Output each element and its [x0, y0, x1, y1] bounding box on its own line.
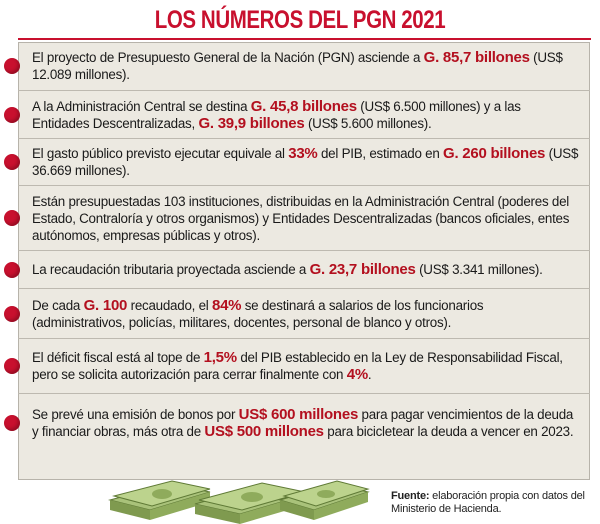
highlight-figure: US$ 600 millones — [238, 406, 359, 423]
fact-text: A la Administración Central se destina G… — [32, 98, 580, 132]
fact-text-run: del PIB establecido en la Ley de Respons… — [32, 350, 563, 382]
fact-text: El gasto público previsto ejecutar equiv… — [32, 145, 580, 179]
fact-text: La recaudación tributaria proyectada asc… — [32, 261, 543, 278]
fact-text-run: Están presupuestadas 103 instituciones, … — [32, 193, 570, 243]
highlight-figure: G. 39,9 billones — [198, 114, 305, 132]
fact-item: A la Administración Central se destina G… — [4, 91, 590, 139]
fact-text-run: (US$ 3.341 millones). — [415, 262, 543, 277]
highlight-figure: US$ 500 millones — [204, 423, 324, 440]
highlight-figure: 84% — [211, 296, 242, 314]
fact-text-run: La recaudación tributaria proyectada asc… — [32, 262, 310, 277]
highlight-figure: G. 100 — [83, 296, 128, 314]
fact-item: El proyecto de Presupuesto General de la… — [4, 42, 590, 91]
source-label: Fuente: — [391, 490, 430, 502]
fact-text-run: Se prevé una emisión de bonos por — [32, 407, 239, 422]
fact-item: Se prevé una emisión de bonos por US$ 60… — [4, 394, 590, 452]
facts-panel — [18, 42, 590, 480]
fact-text-run: para bicicletear la deuda a vencer en 20… — [323, 424, 574, 439]
fact-text-run: . — [367, 367, 372, 382]
highlight-figure: 1,5% — [203, 349, 237, 366]
bullet-icon — [4, 154, 20, 170]
bullet-icon — [4, 415, 20, 431]
title-underline — [18, 38, 591, 40]
fact-item: Están presupuestadas 103 instituciones, … — [4, 186, 590, 251]
bullet-icon — [4, 305, 20, 322]
highlight-figure: 4% — [346, 366, 368, 383]
page-title: LOS NÚMEROS DEL PGN 2021 — [154, 6, 446, 34]
fact-text: Se prevé una emisión de bonos por US$ 60… — [32, 406, 580, 440]
fact-item: El gasto público previsto ejecutar equiv… — [4, 139, 590, 186]
bullet-icon — [4, 106, 20, 123]
fact-item: La recaudación tributaria proyectada asc… — [4, 251, 590, 289]
fact-text-run: (US$ 5.600 millones). — [304, 115, 432, 131]
bullet-icon — [4, 261, 20, 278]
source-text: elaboración propia con datos del Ministe… — [391, 490, 585, 515]
highlight-figure: G. 45,8 billones — [250, 97, 357, 115]
fact-text-run: se destinará a salarios de los funcionar… — [32, 297, 484, 330]
highlight-figure: G. 85,7 billones — [423, 49, 530, 66]
facts-list: El proyecto de Presupuesto General de la… — [4, 42, 590, 452]
fact-text: De cada G. 100 recaudado, el 84% se dest… — [32, 297, 580, 331]
fact-text: El déficit fiscal está al tope de 1,5% d… — [32, 349, 580, 383]
fact-text-run: El déficit fiscal está al tope de — [32, 350, 204, 365]
fact-text-run: (US$ 36.669 millones). — [32, 146, 579, 178]
highlight-figure: 33% — [288, 145, 318, 162]
fact-text-run: para pagar vencimientos de la deuda y fi… — [32, 407, 574, 439]
bullet-icon — [4, 358, 20, 374]
fact-text: Están presupuestadas 103 instituciones, … — [32, 193, 580, 244]
fact-item: El déficit fiscal está al tope de 1,5% d… — [4, 339, 590, 394]
highlight-figure: G. 260 billones — [443, 145, 546, 162]
fact-text-run: A la Administración Central se destina — [32, 98, 251, 114]
fact-text-run: recaudado, el — [127, 297, 212, 313]
fact-text-run: del PIB, estimado en — [317, 146, 444, 161]
bullet-icon — [4, 58, 20, 74]
source-note: Fuente: elaboración propia con datos del… — [391, 490, 596, 516]
fact-text: El proyecto de Presupuesto General de la… — [32, 49, 580, 83]
money-stacks-icon — [108, 480, 370, 524]
highlight-figure: G. 23,7 billones — [309, 261, 416, 278]
fact-text-run: De cada — [32, 297, 84, 313]
fact-text-run: El proyecto de Presupuesto General de la… — [32, 50, 424, 65]
fact-item: De cada G. 100 recaudado, el 84% se dest… — [4, 289, 590, 339]
fact-text-run: El gasto público previsto ejecutar equiv… — [32, 146, 289, 161]
bullet-icon — [4, 210, 20, 226]
fact-text-run: (US$ 6.500 millones) y a las Entidades D… — [32, 98, 521, 131]
fact-text-run: (US$ 12.089 millones). — [32, 50, 563, 82]
